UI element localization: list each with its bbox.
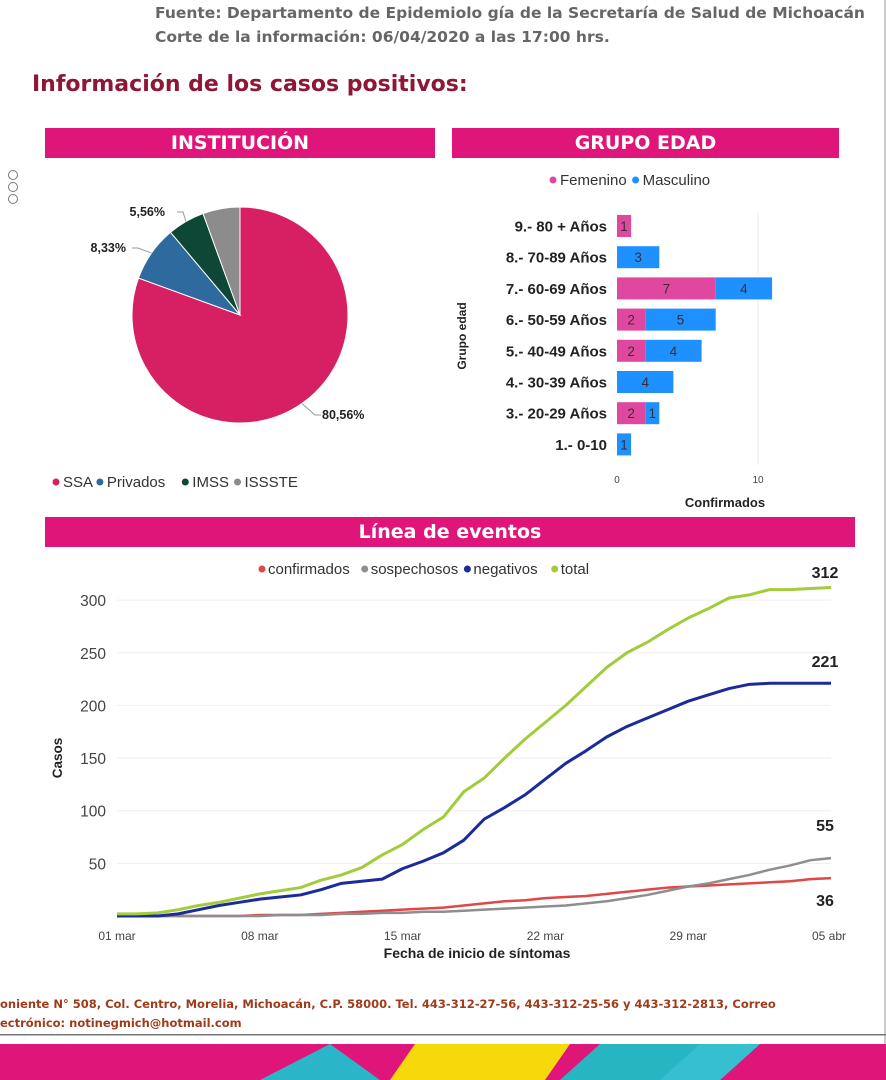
bar-value-label: 4: [740, 281, 748, 296]
bar-value-label: 4: [641, 375, 649, 390]
bar-value-label: 1: [620, 219, 628, 234]
pie-data-label: 8,33%: [91, 241, 126, 255]
legend-marker: [96, 478, 104, 486]
bar-value-label: 7: [663, 281, 671, 296]
y-axis-title: Casos: [50, 738, 65, 779]
decorative-footer-band: [0, 1034, 886, 1080]
bar-value-label: 3: [634, 250, 642, 265]
right-border: [884, 0, 886, 1080]
bar-femenino[interactable]: [617, 339, 646, 362]
legend-marker: [549, 176, 557, 184]
bar-masculino[interactable]: [617, 371, 674, 393]
institucion-pie-chart: 80,56% 8,33% 5,56% SSA Privados IMSS ISSSTE: [52, 205, 364, 491]
bar-value-label: 2: [627, 344, 635, 359]
bar-masculino[interactable]: [617, 433, 632, 456]
end-value-label: 312: [812, 565, 839, 582]
x-tick-label: 10: [752, 475, 764, 486]
y-tick-label: 100: [80, 804, 106, 821]
legend-marker: [361, 565, 369, 573]
bar-value-label: 1: [620, 437, 628, 452]
bar-value-label: 4: [670, 344, 678, 359]
x-axis-title: Confirmados: [685, 495, 765, 510]
legend-marker: [181, 478, 189, 486]
bar-legend-label: Femenino: [560, 172, 627, 189]
y-tick-label: 150: [80, 751, 106, 768]
linea-eventos-line-chart: confirmados sospechosos negativos total 50 1…: [50, 561, 846, 961]
category-label: 3.- 20-29 Años: [506, 406, 607, 423]
pie-legend-label: SSA: [63, 474, 93, 491]
pie-slice-issste[interactable]: [202, 206, 241, 316]
source-text: Fuente: Departamento de Epidemiolo gía d…: [155, 4, 865, 22]
bar-legend-label: Masculino: [643, 172, 711, 189]
x-tick-label: 01 mar: [98, 929, 135, 943]
line-legend-label: sospechosos: [371, 561, 459, 578]
bar-masculino[interactable]: [645, 308, 716, 331]
institucion-header: INSTITUCIÓN: [45, 128, 435, 158]
bar-value-label: 1: [648, 406, 656, 421]
bar-masculino[interactable]: [645, 402, 660, 425]
legend-marker: [234, 478, 241, 486]
grupo-edad-header: GRUPO EDAD: [452, 128, 839, 158]
bar-masculino[interactable]: [715, 277, 773, 300]
bar-femenino[interactable]: [617, 402, 646, 425]
category-label: 7.- 60-69 Años: [506, 281, 607, 298]
x-tick-label: 29 mar: [670, 929, 707, 943]
y-tick-label: 50: [89, 856, 107, 873]
pie-leader-line: [132, 247, 152, 254]
legend-marker: [258, 565, 266, 573]
legend-marker: [52, 478, 60, 486]
end-value-label: 36: [816, 893, 834, 910]
pie-legend-label: IMSS: [192, 474, 229, 491]
category-label: 4.- 30-39 Años: [506, 375, 607, 392]
line-legend-label: confirmados: [268, 561, 350, 578]
bar-masculino[interactable]: [645, 339, 702, 362]
bar-femenino[interactable]: [617, 215, 632, 237]
category-label: 9.- 80 + Años: [515, 219, 607, 236]
line-series-sospechosos[interactable]: [117, 856, 832, 918]
bar-femenino[interactable]: [617, 277, 716, 300]
x-axis-title: Fecha de inicio de síntomas: [384, 945, 571, 961]
legend-marker: [632, 176, 640, 184]
x-tick-label: 15 mar: [384, 929, 421, 943]
pie-legend-label: Privados: [107, 474, 165, 491]
category-label: 6.- 50-59 Años: [506, 312, 607, 329]
line-legend-label: total: [561, 561, 589, 578]
legend-marker: [463, 565, 471, 573]
footer-address: oniente N° 508, Col. Centro, Morelia, Mi…: [0, 997, 776, 1011]
line-series-total[interactable]: [117, 585, 832, 916]
category-label: 8.- 70-89 Años: [506, 250, 607, 267]
bar-value-label: 5: [677, 313, 685, 328]
bar-value-label: 2: [627, 313, 635, 328]
legend-marker: [551, 565, 559, 573]
footer-email: ectrónico: notinegmich@hotmail.com: [0, 1016, 242, 1030]
x-tick-label: 05 abr: [812, 929, 846, 943]
line-series-negativos[interactable]: [117, 681, 831, 918]
page-title: Información de los casos positivos:: [32, 72, 468, 97]
end-value-label: 55: [816, 818, 834, 835]
category-label: 5.- 40-49 Años: [506, 343, 607, 360]
x-tick-label: 22 mar: [527, 929, 564, 943]
linea-eventos-header: Línea de eventos: [45, 517, 855, 547]
bar-value-label: 2: [627, 406, 635, 421]
category-label: 1.- 0-10: [555, 437, 607, 454]
bar-masculino[interactable]: [617, 246, 660, 269]
grupo-edad-bar-chart: Femenino Masculino 9.- 80 + Años 8.- 70-89…: [455, 172, 773, 510]
cutoff-text: Corte de la información: 06/04/2020 a la…: [155, 28, 610, 46]
pie-legend-label: ISSSTE: [245, 474, 298, 491]
pie-leader-line: [301, 403, 321, 416]
pie-leader-line: [177, 211, 187, 222]
y-tick-label: 200: [80, 698, 106, 715]
pie-data-label: 80,56%: [322, 408, 364, 422]
x-tick-label: 0: [614, 475, 620, 486]
y-tick-label: 300: [80, 593, 106, 610]
line-legend-label: negativos: [473, 561, 537, 578]
end-value-label: 221: [812, 654, 839, 671]
x-tick-label: 08 mar: [241, 929, 278, 943]
bar-femenino[interactable]: [617, 308, 646, 331]
y-axis-title: Grupo edad: [455, 302, 469, 369]
pie-data-label: 5,56%: [130, 205, 165, 219]
more-options-icon[interactable]: [8, 170, 22, 206]
y-tick-label: 250: [80, 646, 106, 663]
